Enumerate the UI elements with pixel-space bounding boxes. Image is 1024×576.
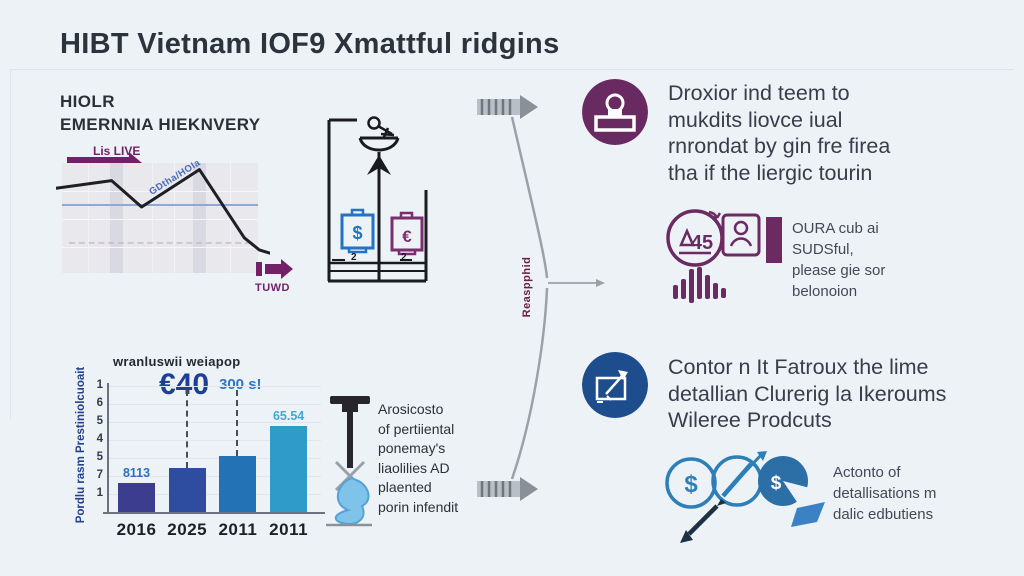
bar-chart-euro-annotation: €40 <box>159 368 210 401</box>
dropper-flask-icon <box>326 396 372 527</box>
down-right-arrow-icon <box>265 259 293 279</box>
y-tick-label: 7 <box>96 469 103 481</box>
balance-funnel-diagram: $ € 2 2 <box>327 116 428 283</box>
bar-value-label: 8113 <box>122 466 151 480</box>
dollar-circle-icon <box>665 457 717 509</box>
x-category-label: 2011 <box>269 520 309 539</box>
dashed-guide <box>185 390 188 468</box>
up-arrow-icon <box>367 155 391 175</box>
striped-arrow-bottom-icon <box>477 477 538 501</box>
box-arrow-icon <box>582 352 648 418</box>
x-category-label: 2011 <box>218 520 258 539</box>
brace-connector <box>477 95 605 501</box>
pie-dollar-icon: $ <box>758 456 810 508</box>
bar-chart: wranluswii weiapop €40 300 s! Pordlu ras… <box>75 350 340 550</box>
y-tick-label: 5 <box>96 415 103 427</box>
bar-chart-bars: 8113 2016 2025 2011 65.54 2011 <box>85 350 340 539</box>
right-sub1-text: OURA cub ai SUDSful, please gie sor belo… <box>792 220 886 300</box>
euro-box-icon: € <box>390 211 424 256</box>
y-tick-label: 5 <box>96 451 103 463</box>
svg-text:2: 2 <box>401 252 407 263</box>
svg-text:2: 2 <box>351 252 357 263</box>
dashed-guide <box>236 390 239 456</box>
left-heading-line1: HIOLR <box>60 92 115 111</box>
y-tick-label: 4 <box>96 433 103 445</box>
line-chart-baseline <box>62 204 258 206</box>
bar-chart-title: wranluswii weiapop <box>113 354 241 369</box>
bar-value-label: 65.54 <box>272 409 305 423</box>
svg-text:45: 45 <box>691 232 713 254</box>
funnel-bowl-icon <box>358 136 400 152</box>
bar-chart-300-annotation: 300 s! <box>219 376 262 393</box>
line-chart-top-label: Lis LIVE <box>93 144 141 158</box>
x-category-label: 2025 <box>167 520 208 539</box>
line-series <box>56 168 270 255</box>
equalizer-bars-icon <box>673 267 726 303</box>
parallelogram-icon <box>791 502 825 527</box>
svg-text:€: € <box>402 227 412 246</box>
y-tick-label: 1 <box>96 379 103 391</box>
page-title: HIBT Vietnam IOF9 Xmattful ridgins <box>60 28 560 60</box>
line-chart-dashed-row <box>69 242 251 244</box>
connector-label: Reaspphid <box>521 256 533 318</box>
striped-arrow-top-icon <box>477 95 538 119</box>
right-item2-text: Contor n It Fatroux the lime detallian C… <box>668 355 947 432</box>
y-tick-label: 6 <box>96 397 103 409</box>
right-item1-text: Droxior ind teem to mukdits liovce iual … <box>668 81 891 185</box>
dollar-box-icon: $ <box>340 208 375 254</box>
bar-chart-y-axis <box>107 383 109 514</box>
y-tick-label: 1 <box>96 487 103 499</box>
svg-text:$: $ <box>352 223 362 243</box>
funnel-note: Arosicosto of pertiiental ponemay's liao… <box>378 401 459 515</box>
down-left-arrow-icon <box>687 504 719 536</box>
right-sub2-text: Actonto of detallisations m dalic edbuti… <box>833 464 937 523</box>
money-pencil-pie-icons: $ $ <box>665 451 825 543</box>
bar-block-icon <box>766 217 782 263</box>
x-category-label: 2016 <box>116 520 157 539</box>
arrow-tail-block <box>256 262 262 276</box>
tap-icon <box>367 116 381 130</box>
bar: 2025 <box>167 468 207 539</box>
svg-text:$: $ <box>684 471 698 498</box>
svg-text:$: $ <box>771 473 782 494</box>
line-chart-bottom-label: TUWD <box>255 282 290 294</box>
line-chart: Lis LIVE GDtha/HOIa TUWD <box>55 140 315 310</box>
bar: 2011 <box>218 456 257 539</box>
left-divider <box>10 69 11 419</box>
bar: 8113 2016 <box>117 466 156 539</box>
bar-chart-x-axis <box>103 512 325 514</box>
top-divider <box>10 69 1014 70</box>
left-heading-line2: EMERNNIA HIEKNVERY <box>60 115 261 134</box>
stamp-icon <box>582 79 648 145</box>
gauge-45-icon: 45 <box>666 209 782 303</box>
bar: 65.54 2011 <box>269 409 307 539</box>
